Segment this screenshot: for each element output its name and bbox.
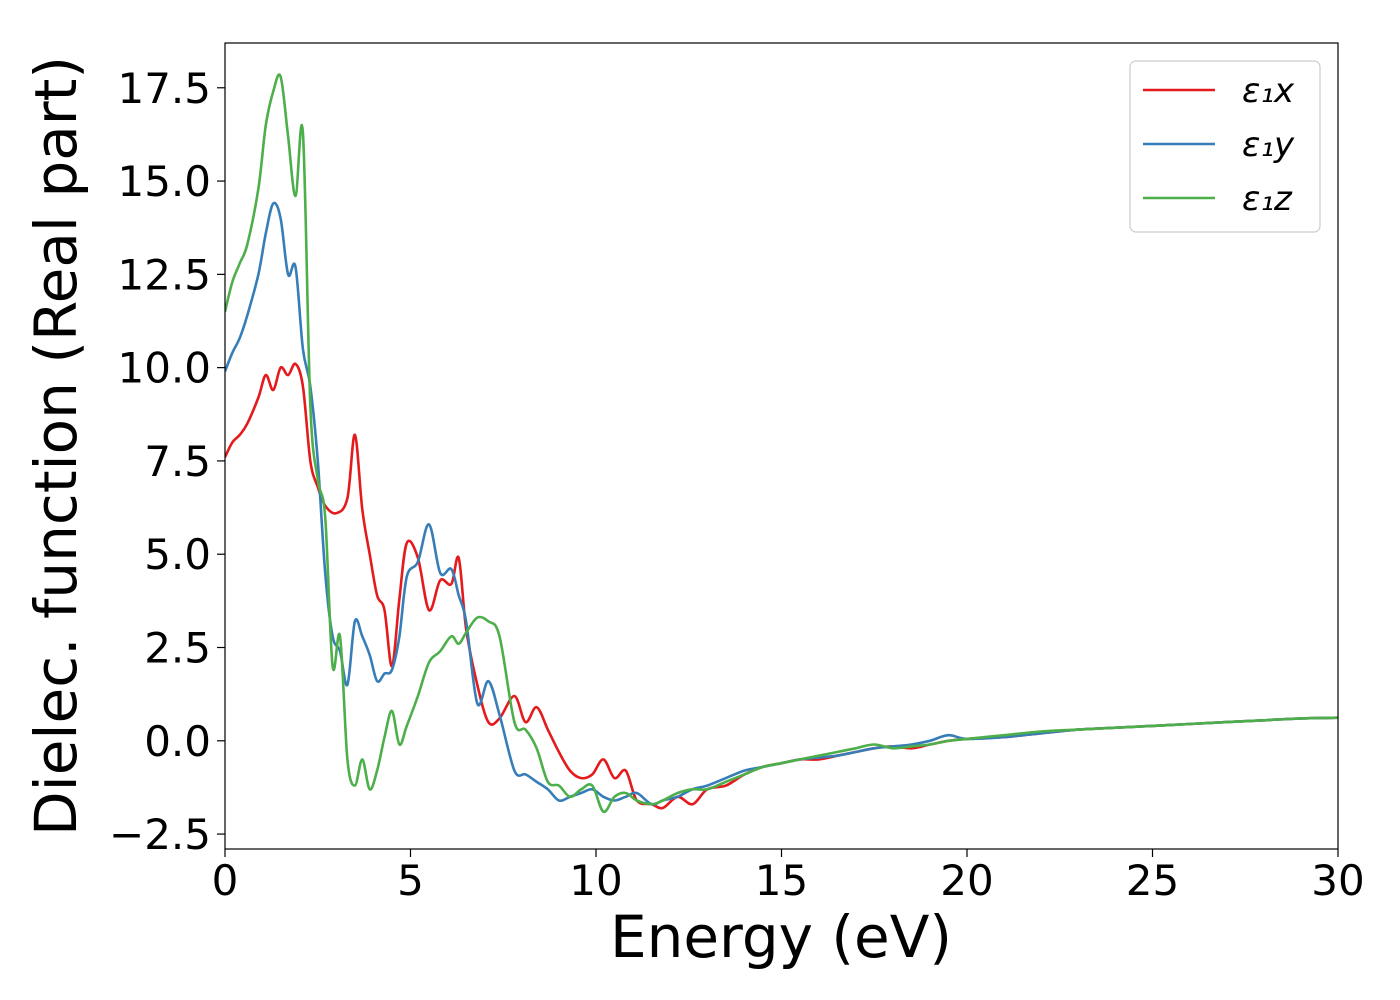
y-axis: −2.5 0.0 2.5 5.0 7.5 10.0 12.5 15.0 17.5 (109, 64, 225, 859)
x-tick-label: 25 (1126, 856, 1179, 905)
y-tick-label: 2.5 (144, 624, 211, 673)
y-tick-label: 0.0 (144, 717, 211, 766)
series-layer (225, 73, 1338, 814)
y-axis-label: Dielec. function (Real part) (22, 56, 90, 836)
x-tick-label: 30 (1311, 856, 1364, 905)
series-line-3 (225, 73, 1338, 814)
legend-label-3: ε₁z (1242, 179, 1293, 219)
x-tick-label: 15 (755, 856, 808, 905)
x-tick-label: 20 (940, 856, 993, 905)
series-line-2 (225, 201, 1338, 806)
legend-label-2: ε₁y (1242, 125, 1295, 165)
y-tick-label: −2.5 (109, 810, 211, 859)
x-tick-label: 10 (569, 856, 622, 905)
x-tick-label: 0 (212, 856, 239, 905)
y-tick-label: 7.5 (144, 437, 211, 486)
legend: ε₁x ε₁y ε₁z (1129, 60, 1321, 233)
y-tick-label: 10.0 (117, 344, 211, 393)
legend-box (1129, 60, 1321, 233)
y-tick-label: 17.5 (117, 64, 211, 113)
y-tick-label: 15.0 (117, 157, 211, 206)
y-tick-label: 5.0 (144, 530, 211, 579)
x-tick-label: 5 (397, 856, 424, 905)
x-axis: 0 5 10 15 20 25 30 (212, 849, 1365, 905)
legend-label-1: ε₁x (1242, 71, 1295, 111)
x-axis-label: Energy (eV) (610, 903, 952, 971)
y-tick-label: 12.5 (117, 250, 211, 299)
